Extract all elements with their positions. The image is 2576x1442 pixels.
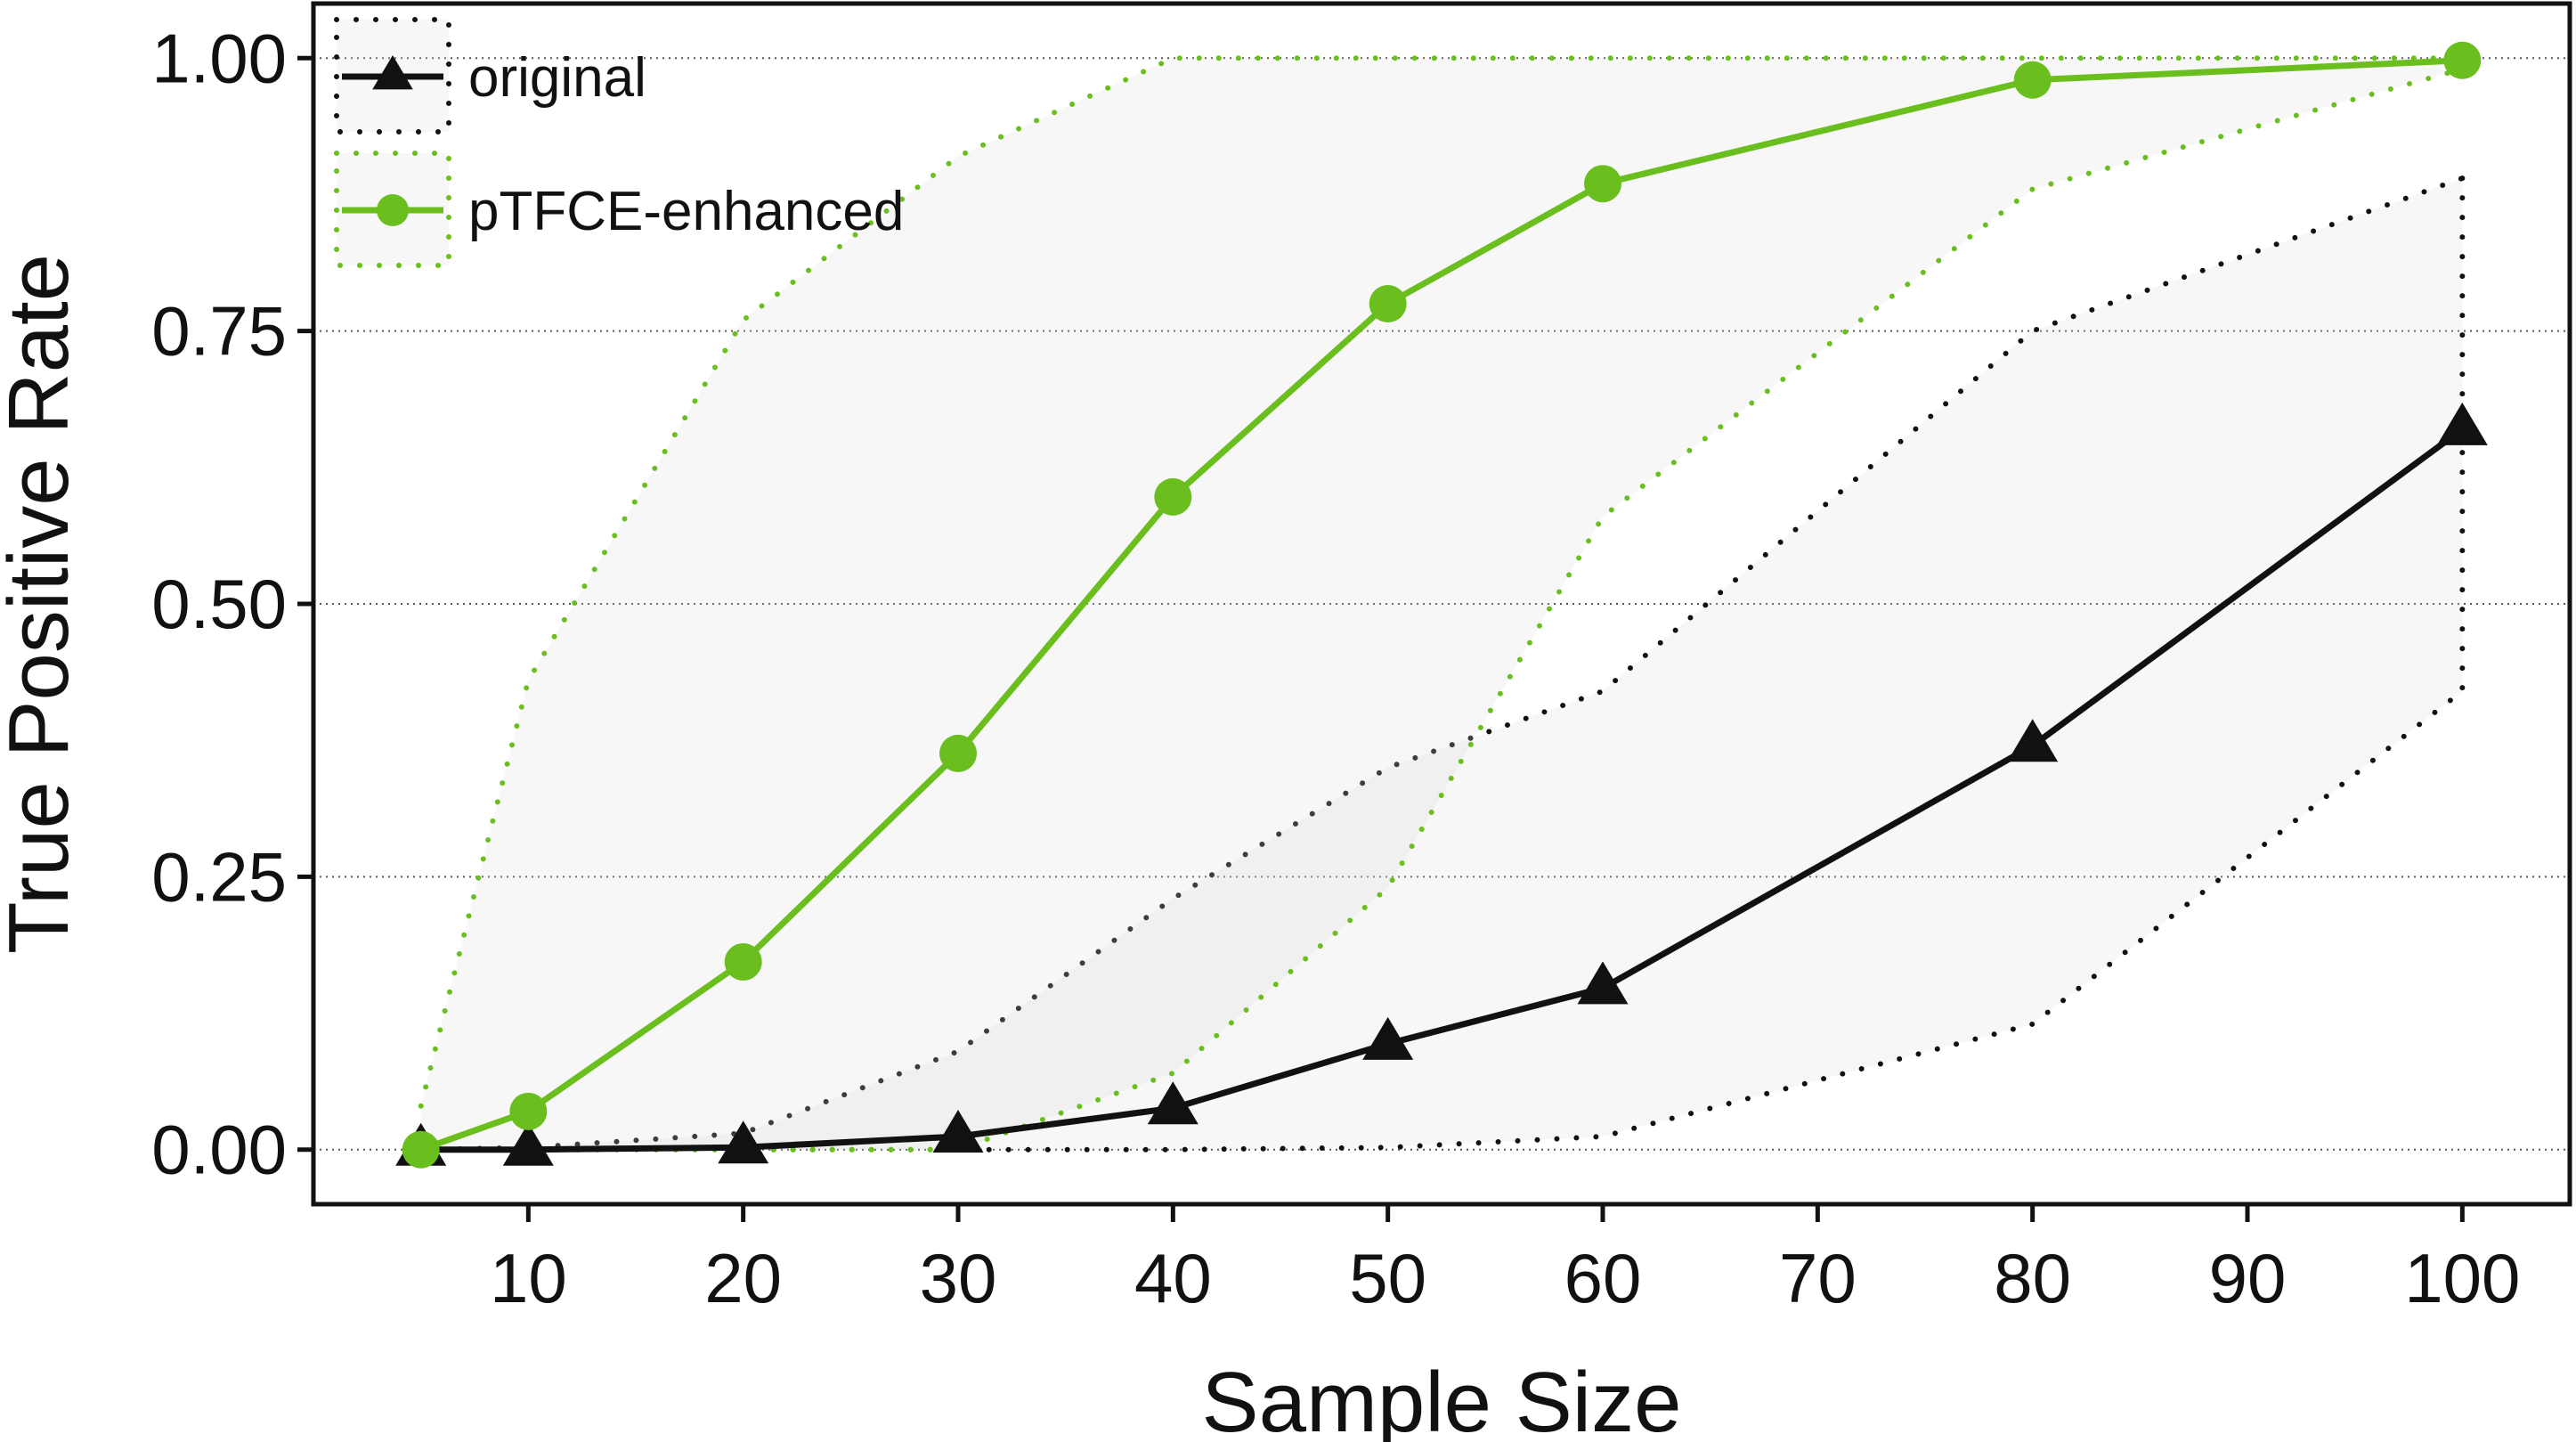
x-tick-label: 10 [490, 1239, 567, 1317]
y-tick-label: 0.50 [151, 565, 287, 643]
x-tick-label: 20 [704, 1239, 782, 1317]
ptfce-enhanced-band-lower [418, 66, 2466, 1153]
gridlines [313, 57, 2570, 1151]
x-tick-label: 80 [1994, 1239, 2071, 1317]
x-tick-label: 90 [2209, 1239, 2287, 1317]
legend: original pTFCE-enhanced [334, 17, 904, 268]
ptfce-enhanced-point-7 [2013, 61, 2052, 99]
ptfce-enhanced-legend-marker [377, 194, 409, 226]
x-tick-label: 30 [920, 1239, 997, 1317]
ptfce-enhanced-point-2 [724, 942, 762, 981]
y-tick-label: 1.00 [151, 19, 287, 97]
original-point-4 [1147, 1081, 1199, 1125]
ptfce-enhanced-point-3 [939, 734, 977, 772]
original-point-2 [718, 1120, 769, 1164]
x-tick-label: 70 [1779, 1239, 1857, 1317]
ptfce-enhanced-point-6 [1584, 165, 1621, 203]
ptfce-enhanced-band-fill [420, 58, 2463, 1150]
original-legend-marker [372, 55, 413, 90]
ptfce-enhanced-point-0 [402, 1130, 440, 1169]
original-point-3 [932, 1110, 984, 1153]
ptfce-enhanced-point-1 [509, 1092, 548, 1130]
ptfce-enhanced-point-8 [2443, 41, 2482, 79]
original-legend-label: original [468, 47, 646, 109]
original-band-fill [420, 178, 2463, 1150]
x-tick-label: 40 [1134, 1239, 1212, 1317]
original-point-5 [1362, 1016, 1414, 1060]
original-point-1 [502, 1122, 554, 1166]
ptfce-enhanced-legend-label: pTFCE-enhanced [468, 181, 904, 242]
series-markers [395, 41, 2488, 1169]
x-tick-label: 60 [1564, 1239, 1642, 1317]
x-tick-label: 100 [2404, 1239, 2520, 1317]
y-tick-label: 0.75 [151, 292, 287, 371]
y-tick-label: 0.00 [151, 1111, 287, 1189]
ptfce-enhanced-point-4 [1154, 477, 1192, 516]
axes: 0.00 0.25 0.50 0.75 1.00 10 20 30 40 50 60 70 80 90 10… [151, 1, 2572, 1317]
original-point-7 [2007, 719, 2059, 762]
x-tick-label: 50 [1349, 1239, 1426, 1317]
y-axis-title: True Positive Rate [0, 254, 86, 954]
y-tick-label: 0.25 [151, 837, 287, 916]
x-axis-title: Sample Size [1202, 1355, 1682, 1442]
ptfce-enhanced-point-5 [1369, 285, 1407, 322]
original-point-6 [1577, 961, 1629, 1005]
original-point-8 [2436, 402, 2488, 445]
